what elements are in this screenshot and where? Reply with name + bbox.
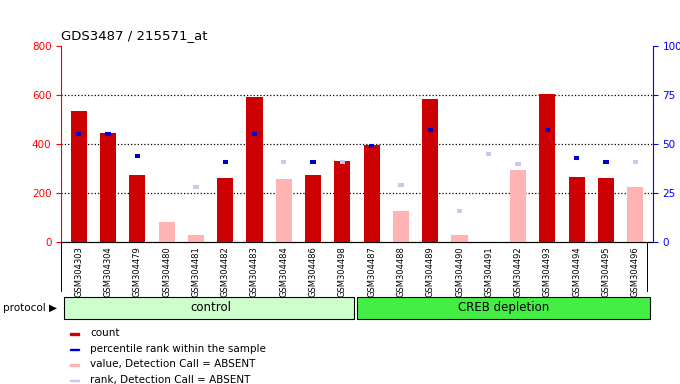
Bar xyxy=(574,156,579,160)
Bar xyxy=(422,99,439,242)
Bar xyxy=(545,128,550,132)
Bar xyxy=(568,177,585,242)
Bar xyxy=(76,132,82,136)
Text: ▶: ▶ xyxy=(49,303,57,313)
FancyBboxPatch shape xyxy=(357,297,650,319)
Bar xyxy=(340,160,345,164)
Bar xyxy=(398,183,403,187)
Bar xyxy=(486,152,492,156)
Bar xyxy=(364,145,379,242)
Bar xyxy=(70,380,80,381)
Bar xyxy=(70,333,80,335)
Bar xyxy=(393,211,409,242)
Text: GSM304494: GSM304494 xyxy=(572,246,581,296)
Bar xyxy=(70,364,80,366)
Text: GSM304496: GSM304496 xyxy=(631,246,640,297)
Text: GSM304481: GSM304481 xyxy=(192,246,201,297)
Text: percentile rank within the sample: percentile rank within the sample xyxy=(90,344,266,354)
Bar xyxy=(510,170,526,242)
Text: protocol: protocol xyxy=(3,303,46,313)
Text: GSM304487: GSM304487 xyxy=(367,246,376,297)
Text: GSM304488: GSM304488 xyxy=(396,246,405,297)
Text: value, Detection Call = ABSENT: value, Detection Call = ABSENT xyxy=(90,359,255,369)
Text: control: control xyxy=(190,301,231,314)
Bar xyxy=(369,144,374,148)
Text: CREB depletion: CREB depletion xyxy=(458,301,549,314)
Bar xyxy=(158,222,175,242)
Bar xyxy=(252,132,257,136)
Bar xyxy=(539,94,556,242)
Bar xyxy=(515,162,521,166)
Bar xyxy=(105,132,111,136)
Text: GSM304486: GSM304486 xyxy=(309,246,318,297)
Bar xyxy=(188,235,204,242)
Text: GSM304491: GSM304491 xyxy=(484,246,493,296)
Text: GSM304498: GSM304498 xyxy=(338,246,347,297)
FancyBboxPatch shape xyxy=(64,297,354,319)
Bar xyxy=(627,187,643,242)
Bar xyxy=(100,133,116,242)
Bar xyxy=(135,154,140,158)
Text: GSM304303: GSM304303 xyxy=(74,246,83,297)
Bar xyxy=(129,175,146,242)
Text: GSM304482: GSM304482 xyxy=(221,246,230,297)
Text: GSM304489: GSM304489 xyxy=(426,246,435,297)
Bar xyxy=(603,160,609,164)
Bar xyxy=(275,179,292,242)
Text: rank, Detection Call = ABSENT: rank, Detection Call = ABSENT xyxy=(90,375,250,384)
Text: GSM304479: GSM304479 xyxy=(133,246,142,297)
Text: count: count xyxy=(90,328,120,338)
Bar xyxy=(193,185,199,189)
Text: GSM304490: GSM304490 xyxy=(455,246,464,296)
Bar xyxy=(71,111,87,242)
Bar xyxy=(70,349,80,350)
Bar xyxy=(311,160,316,164)
Bar xyxy=(457,209,462,213)
Bar xyxy=(217,178,233,242)
Text: GDS3487 / 215571_at: GDS3487 / 215571_at xyxy=(61,29,207,42)
Bar xyxy=(598,178,614,242)
Bar xyxy=(281,160,286,164)
Text: GSM304495: GSM304495 xyxy=(601,246,611,296)
Text: GSM304304: GSM304304 xyxy=(103,246,113,297)
Bar xyxy=(632,160,638,164)
Text: GSM304484: GSM304484 xyxy=(279,246,288,297)
Bar xyxy=(222,160,228,164)
Bar xyxy=(305,175,321,242)
Bar xyxy=(452,235,468,242)
Text: GSM304492: GSM304492 xyxy=(513,246,522,296)
Bar xyxy=(428,128,433,132)
Bar xyxy=(335,161,350,242)
Text: GSM304493: GSM304493 xyxy=(543,246,552,297)
Bar xyxy=(246,98,262,242)
Text: GSM304480: GSM304480 xyxy=(162,246,171,297)
Text: GSM304483: GSM304483 xyxy=(250,246,259,297)
